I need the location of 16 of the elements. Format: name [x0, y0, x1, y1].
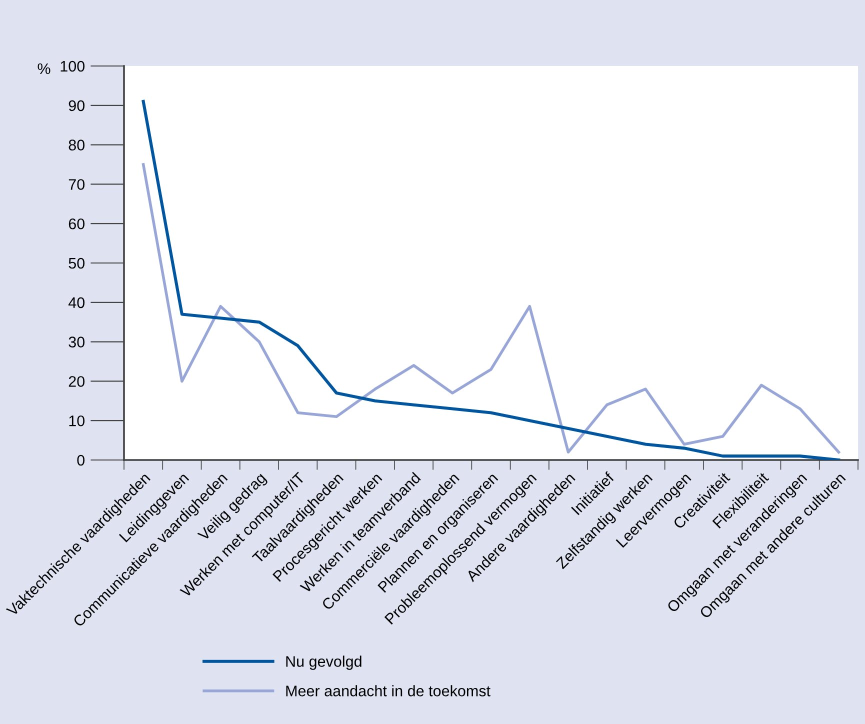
y-tick-label: 10: [69, 415, 85, 426]
y-tick-label: 20: [68, 376, 85, 387]
y-tick-label: 90: [68, 100, 85, 112]
y-tick-label: 100: [60, 60, 85, 72]
y-tick-label: 60: [68, 218, 85, 230]
y-tick-label: 0: [77, 454, 85, 466]
legend-label: Nu gevolgd: [286, 656, 362, 670]
line-series: [142, 163, 840, 454]
y-tick-label: 50: [68, 258, 85, 269]
y-tick-label: 70: [68, 179, 85, 190]
line-series: [142, 100, 840, 460]
y-tick-label: 80: [68, 140, 85, 150]
y-axis-title: %: [38, 63, 50, 74]
y-tick-label: 40: [68, 297, 85, 308]
legend-label: Meer aandacht in de toekomst: [286, 685, 490, 696]
y-tick-label: 30: [68, 336, 85, 348]
